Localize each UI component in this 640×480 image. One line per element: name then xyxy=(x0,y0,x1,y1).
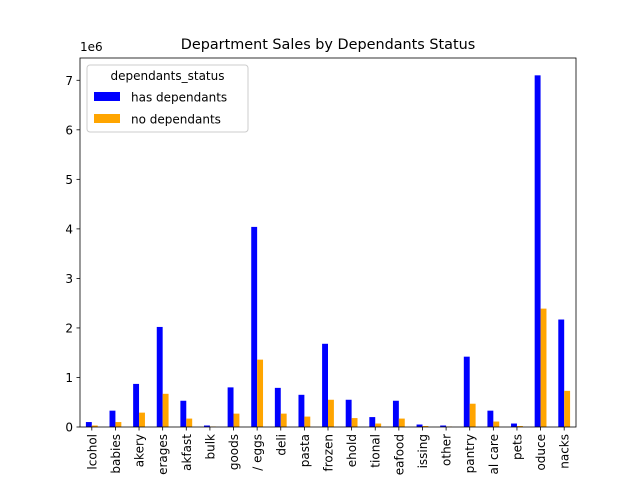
x-axis: lcohol babies akery erages akfast bulk goods / … xyxy=(85,427,572,475)
bar-no-dependants-17 xyxy=(493,421,500,427)
bar-no-dependants-6 xyxy=(233,413,240,427)
plot-area xyxy=(79,57,577,428)
bar-has-dependants-10 xyxy=(322,343,328,427)
bar-no-dependants-1 xyxy=(115,422,122,427)
bar-no-dependants-13 xyxy=(398,418,405,427)
x-tick-label: / eggs xyxy=(251,434,265,471)
chart-title: Department Sales by Dependants Status xyxy=(181,37,475,53)
y-axis: 0 1 2 3 4 5 6 7 xyxy=(65,74,80,435)
x-tick-label: oduce xyxy=(534,434,548,471)
x-tick-label: deli xyxy=(274,434,288,456)
bar-no-dependants-11 xyxy=(351,418,358,427)
legend-label-no-dependants: no dependants xyxy=(131,113,221,127)
x-tick-label: al care xyxy=(487,434,501,475)
x-tick-label: akery xyxy=(133,434,147,467)
bar-has-dependants-7 xyxy=(251,226,258,427)
legend: dependants_status has dependants no depe… xyxy=(86,64,249,133)
legend-label-has-dependants: has dependants xyxy=(131,91,227,105)
y-tick-label: 2 xyxy=(65,321,73,335)
bar-has-dependants-19 xyxy=(534,75,541,427)
bar-no-dependants-3 xyxy=(162,393,169,427)
x-tick-label: nacks xyxy=(558,434,572,469)
y-tick-label: 7 xyxy=(65,74,73,88)
y-tick-label: 1 xyxy=(65,371,73,385)
x-tick-label: pasta xyxy=(298,434,312,467)
bar-has-dependants-18 xyxy=(511,423,517,427)
x-tick-label: tional xyxy=(369,434,383,468)
x-tick-label: frozen xyxy=(322,434,336,472)
legend-title: dependants_status xyxy=(110,69,224,83)
bar-has-dependants-3 xyxy=(156,326,163,427)
bar-no-dependants-18 xyxy=(516,426,523,427)
y-tick-label: 3 xyxy=(65,272,73,286)
bar-has-dependants-20 xyxy=(558,319,565,427)
y-scale-label: 1e6 xyxy=(80,40,103,54)
bar-no-dependants-19 xyxy=(540,308,547,427)
x-tick-label: babies xyxy=(109,434,123,474)
bar-has-dependants-11 xyxy=(345,399,352,427)
bar-has-dependants-2 xyxy=(133,383,140,427)
x-tick-label: pantry xyxy=(463,434,477,473)
legend-swatch-no-dependants xyxy=(94,114,120,123)
bar-no-dependants-8 xyxy=(280,413,287,427)
bar-has-dependants-4 xyxy=(180,400,187,427)
y-tick-label: 0 xyxy=(65,421,73,435)
bar-has-dependants-13 xyxy=(392,400,399,427)
x-tick-label: ehold xyxy=(345,434,359,467)
bar-no-dependants-14 xyxy=(422,426,429,427)
y-tick-label: 6 xyxy=(65,123,73,137)
x-tick-label: pets xyxy=(510,434,524,460)
x-tick-label: akfast xyxy=(180,434,194,471)
y-tick-label: 4 xyxy=(65,222,73,236)
x-tick-label: other xyxy=(440,434,454,466)
bar-has-dependants-8 xyxy=(274,387,281,427)
bar-has-dependants-17 xyxy=(487,410,494,427)
bar-has-dependants-15 xyxy=(440,425,447,427)
y-tick-label: 5 xyxy=(65,173,73,187)
bar-no-dependants-2 xyxy=(139,412,145,427)
bar-has-dependants-5 xyxy=(204,425,210,427)
x-tick-label: eafood xyxy=(392,434,406,475)
bar-has-dependants-0 xyxy=(85,422,92,427)
bar-no-dependants-10 xyxy=(328,399,334,427)
x-tick-label: erages xyxy=(156,434,170,475)
x-tick-label: lcohol xyxy=(85,434,99,470)
bar-no-dependants-7 xyxy=(257,359,264,427)
bar-has-dependants-14 xyxy=(416,424,423,427)
bar-no-dependants-16 xyxy=(469,403,476,427)
legend-box xyxy=(86,64,249,133)
bar-has-dependants-6 xyxy=(227,387,234,427)
bar-no-dependants-9 xyxy=(304,416,311,427)
bar-no-dependants-12 xyxy=(375,423,382,427)
legend-swatch-has-dependants xyxy=(94,92,120,101)
x-tick-label: issing xyxy=(416,434,430,468)
bar-has-dependants-16 xyxy=(463,356,470,427)
bar-has-dependants-12 xyxy=(369,417,376,427)
bar-no-dependants-4 xyxy=(186,418,193,427)
bar-has-dependants-9 xyxy=(298,394,305,427)
bar-no-dependants-20 xyxy=(564,390,571,427)
bar-no-dependants-0 xyxy=(91,425,98,427)
x-tick-label: goods xyxy=(227,434,241,470)
bar-has-dependants-1 xyxy=(109,410,116,427)
x-tick-label: bulk xyxy=(203,434,217,460)
